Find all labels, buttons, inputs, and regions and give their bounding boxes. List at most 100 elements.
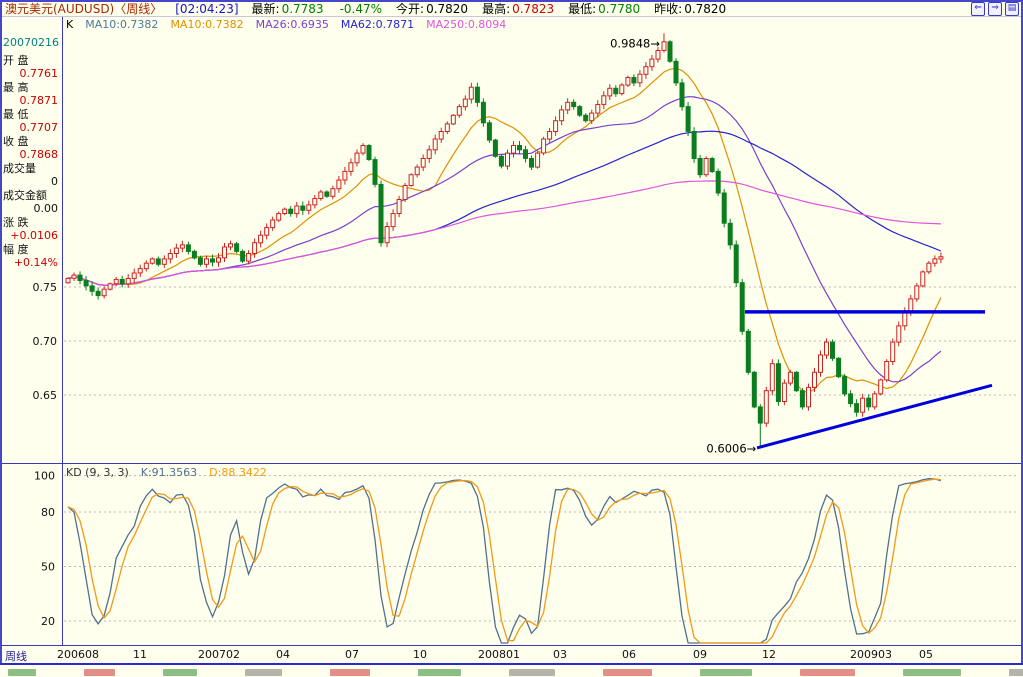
time-tick: 06 <box>622 648 636 661</box>
time-tick: 200702 <box>198 648 240 661</box>
quote-field: -0.47% <box>338 2 384 16</box>
clipped-row <box>0 663 1023 677</box>
header-quote-fields: 最新: 0.7783 -0.47% 今开: 0.7820 最高: 0.7823 最低: 0.77… <box>252 2 729 16</box>
kd-title: KD (9, 3, 3) <box>66 466 129 479</box>
high-annotation: 0.9848→ <box>610 36 660 50</box>
clipped-text-fragment <box>1009 669 1023 676</box>
header-buttons: ⇐ ⇒ ▤ <box>971 2 1019 16</box>
sidebar-row: 最 低 0.7707 <box>3 108 60 134</box>
sidebar-row: 最 高 0.7871 <box>3 81 60 107</box>
kd-chart-area[interactable] <box>63 465 1020 645</box>
clipped-text-fragment <box>245 669 282 676</box>
time-tick: 200608 <box>57 648 99 661</box>
ma-label: MA10: <box>85 18 120 31</box>
price-axis-label: 0.70 <box>33 335 58 348</box>
instrument-title: 澳元美元(AUDUSD)〈周线〉 <box>5 2 163 16</box>
period-mode-label[interactable]: 周线 <box>5 650 27 663</box>
sidebar-row-value: 0.7707 <box>19 121 59 134</box>
ma-label: MA10: <box>170 18 206 31</box>
clipped-text-fragment <box>603 669 652 676</box>
sidebar-row-value: 0.7871 <box>19 94 59 107</box>
quote-field-label: 最新: <box>251 2 280 16</box>
clipped-text-fragment <box>418 669 461 676</box>
ma-value: MA26:0.6935 <box>256 18 329 31</box>
kd-d-value: D:88.3422 <box>209 466 267 479</box>
sidebar-row-value: 0.7761 <box>19 67 59 80</box>
clipped-text-fragment <box>163 669 197 676</box>
time-tick: 05 <box>919 648 933 661</box>
clock: [02:04:23] <box>175 2 239 16</box>
sidebar-rows: 开 盘 0.7761 最 高 0.7871 最 低 0.7707 收 盘 0.7868 成交量 0… <box>3 54 60 269</box>
ma-number: 0.7871 <box>375 18 415 31</box>
time-tick: 12 <box>762 648 776 661</box>
kd-axis-label: 20 <box>41 615 55 628</box>
time-axis: 周线 200608 11 200702 04 07 10 200801 03 06 09 12 2009… <box>0 648 1023 663</box>
low-annotation: 0.6006→ <box>706 441 756 455</box>
sidebar-row-label: 成交金额 <box>3 189 47 202</box>
quote-field: 最低: 0.7780 <box>568 2 642 16</box>
time-tick: 200801 <box>478 648 520 661</box>
time-tick: 04 <box>276 648 290 661</box>
time-tick: 03 <box>553 648 567 661</box>
quote-field-label: 昨收: <box>654 2 683 16</box>
clipped-text-fragment <box>8 669 36 676</box>
quote-field-value: 0.7820 <box>684 2 727 16</box>
quote-field-value: 0.7780 <box>598 2 641 16</box>
price-axis-label: 0.75 <box>33 281 58 294</box>
support-trendline[interactable] <box>756 383 993 450</box>
time-tick: 09 <box>693 648 707 661</box>
selected-date: 20070216 <box>3 36 59 49</box>
kd-axis-label: 50 <box>41 560 55 573</box>
quote-field: 今开: 0.7820 <box>396 2 470 16</box>
kd-indicator-header: KD (9, 3, 3) K:91.3563 D:88.3422 <box>66 466 267 479</box>
sidebar-row: 成交量 0 <box>3 162 60 188</box>
ma-values: MA10:0.7382 MA10:0.7382 MA26:0.6935 MA62:0.… <box>85 18 506 31</box>
sidebar-row-label: 开 盘 <box>3 54 29 67</box>
time-tick: 11 <box>133 648 147 661</box>
quote-field-label: 最高: <box>482 2 511 16</box>
ma-label: MA250: <box>426 18 468 31</box>
price-axis-label: 0.65 <box>33 389 58 402</box>
sidebar-row-label: 涨 跌 <box>3 216 29 229</box>
ma-number: 0.8094 <box>467 18 507 31</box>
ma-value: MA250:0.8094 <box>426 18 506 31</box>
ma-bar: K MA10:0.7382 MA10:0.7382 MA26:0.6935 MA62:… <box>66 18 506 31</box>
kd-k-line <box>67 478 942 644</box>
sidebar-row-label: 最 低 <box>3 108 29 121</box>
sidebar-row-value: +0.0106 <box>10 229 58 242</box>
kd-k-value: K:91.3563 <box>140 466 198 479</box>
quote-field-value: 0.7783 <box>281 2 324 16</box>
price-chart-area[interactable] <box>63 17 1020 463</box>
ma-number: 0.7382 <box>205 18 244 31</box>
ma-label: MA26: <box>255 18 291 31</box>
quote-field: 昨收: 0.7820 <box>654 2 728 16</box>
clipped-text-fragment <box>800 669 855 676</box>
page-left-button[interactable]: ⇐ <box>971 2 985 16</box>
clipped-text-fragment <box>330 669 370 676</box>
sidebar-row: 开 盘 0.7761 <box>3 54 60 80</box>
quote-field-label: 最低: <box>568 2 597 16</box>
k-period-label: K <box>66 18 74 31</box>
sidebar-row: 收 盘 0.7868 <box>3 135 60 161</box>
page-right-button[interactable]: ⇒ <box>988 2 1002 16</box>
ma-label: MA62: <box>340 18 376 31</box>
menu-button[interactable]: ▤ <box>1005 2 1019 16</box>
candlestick-series <box>65 33 944 449</box>
kd-axis-label: 100 <box>34 470 55 483</box>
sidebar-row-value: 0.00 <box>33 202 59 215</box>
sidebar-row-value: 0 <box>51 175 58 188</box>
quote-field-value: 0.7823 <box>512 2 555 16</box>
time-tick: 07 <box>345 648 359 661</box>
ma-number: 0.6935 <box>290 18 329 31</box>
clipped-text-fragment <box>903 669 961 676</box>
ma-value: MA62:0.7871 <box>341 18 414 31</box>
sidebar-row-label: 幅 度 <box>3 243 29 256</box>
sidebar-row-label: 最 高 <box>3 81 29 94</box>
clipped-text-fragment <box>509 669 555 676</box>
sidebar-row: 成交金额 0.00 <box>3 189 60 215</box>
quote-field: 最新: 0.7783 <box>252 2 326 16</box>
quote-field-label: 今开: <box>396 2 425 16</box>
sidebar-row-label: 收 盘 <box>3 135 29 148</box>
